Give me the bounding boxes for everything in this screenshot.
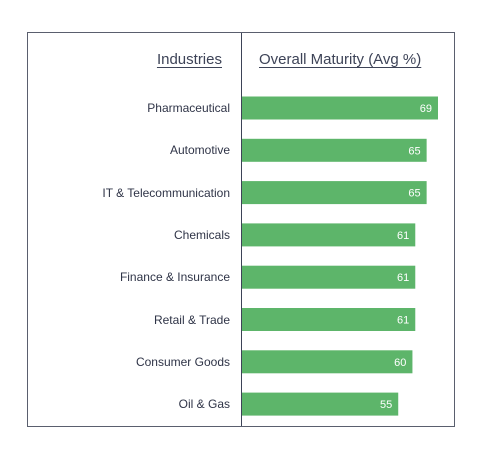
bar [242, 265, 416, 289]
category-label: Automotive [169, 143, 230, 158]
bar-value-label: 65 [408, 188, 420, 200]
bar [242, 392, 399, 416]
bar-value-label: 55 [380, 399, 392, 411]
bar [242, 138, 427, 162]
bar-value-label: 69 [420, 103, 432, 115]
category-label: Oil & Gas [178, 397, 230, 412]
category-label: Retail & Trade [153, 312, 230, 327]
maturity-header: Overall Maturity (Avg %) [259, 51, 422, 68]
bar-value-label: 61 [397, 230, 409, 242]
column-divider [241, 33, 242, 426]
bar-value-label: 61 [397, 315, 409, 327]
category-label: IT & Telecommunication [102, 185, 230, 200]
category-label: Consumer Goods [135, 354, 230, 369]
chart-frame: Industries Overall Maturity (Avg %) Phar… [27, 32, 455, 427]
category-label: Finance & Insurance [119, 270, 230, 285]
bar [242, 96, 438, 120]
bar-value-label: 60 [394, 357, 406, 369]
category-label: Pharmaceutical [147, 101, 230, 115]
bar [242, 308, 416, 331]
bars-svg: 69 65 65 61 61 61 60 55 [242, 96, 438, 416]
bar-value-label: 61 [397, 272, 409, 284]
bar-value-label: 65 [408, 145, 420, 157]
industries-header: Industries [156, 51, 222, 68]
bar [242, 350, 413, 374]
bar [242, 223, 416, 247]
bar [242, 181, 427, 205]
category-label: Chemicals [173, 227, 230, 242]
